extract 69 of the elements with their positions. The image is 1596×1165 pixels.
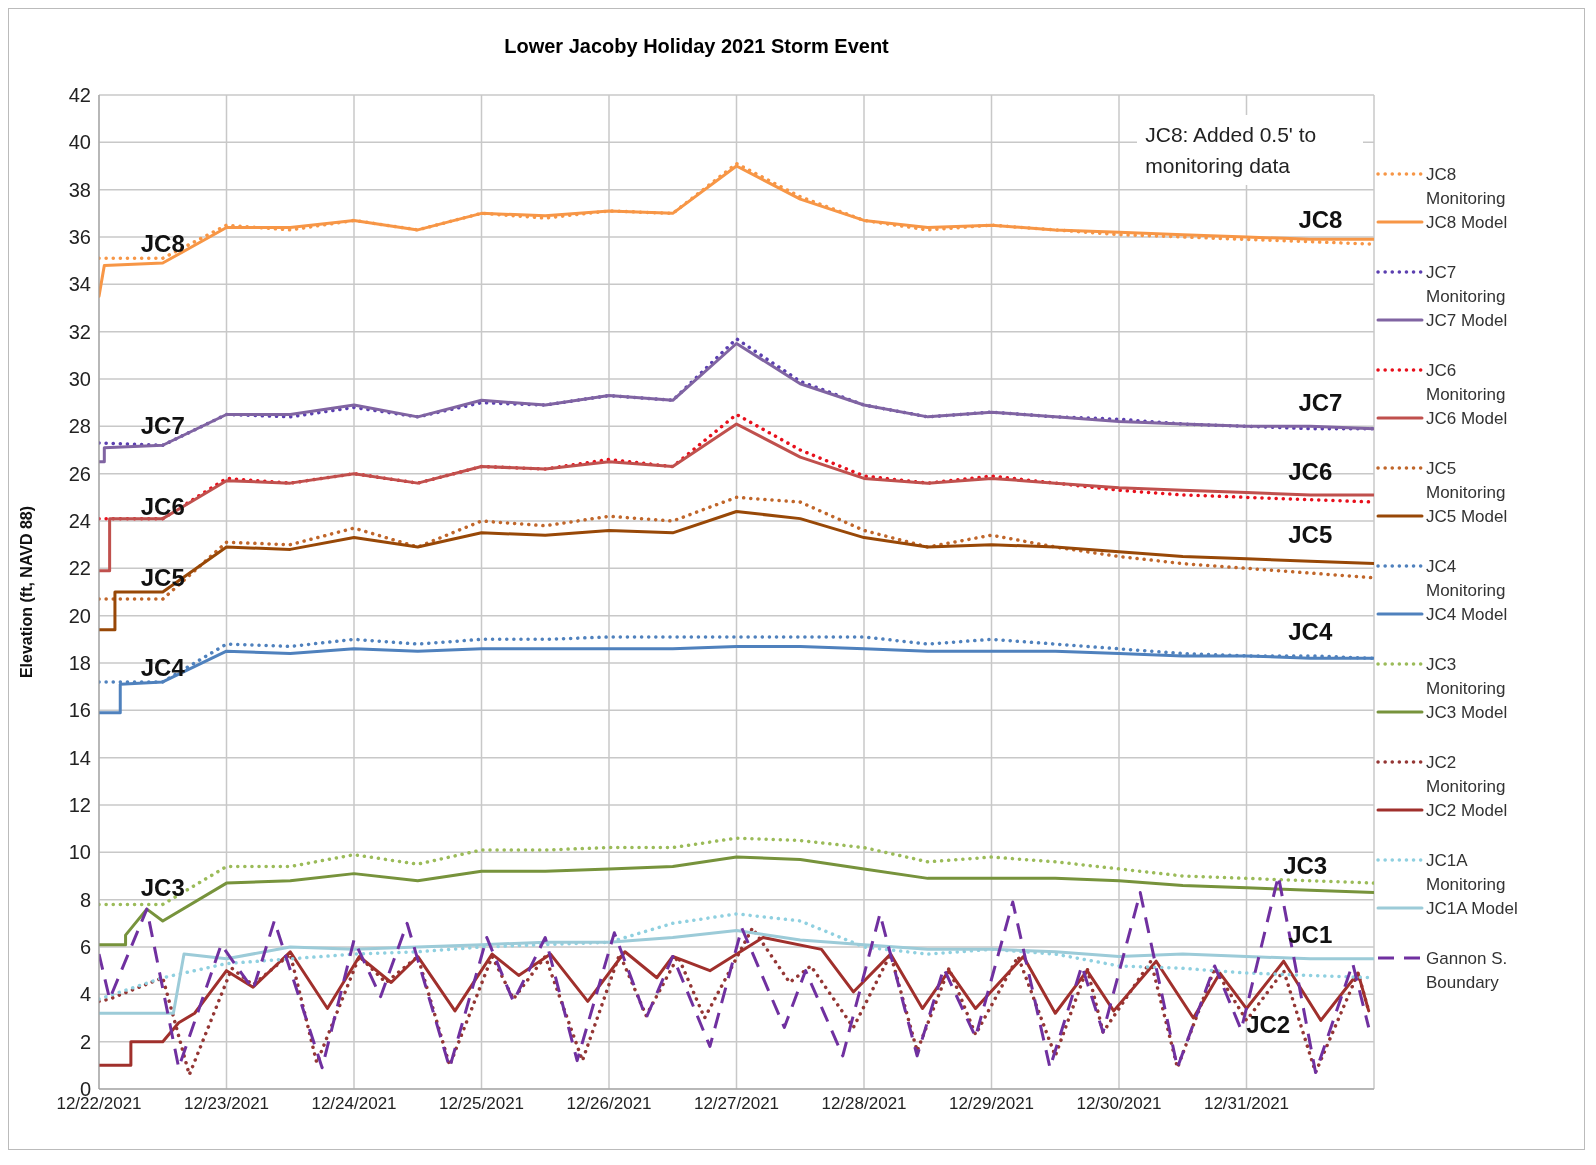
y-tick-label: 32: [68, 320, 91, 343]
annotation: JC7: [139, 412, 186, 440]
y-tick-label: 12: [68, 794, 91, 817]
line-series: [99, 342, 1374, 464]
y-tick-label: 34: [68, 273, 91, 296]
y-tick-label: 42: [68, 84, 91, 107]
legend-label: JC8 Monitoring: [1426, 164, 1507, 210]
legend-label: JC7 Monitoring: [1426, 262, 1507, 308]
annotation: JC6: [1287, 457, 1334, 486]
y-tick-label: 10: [68, 841, 91, 864]
annotation: JC6: [139, 492, 186, 521]
legend-label: JC6 Monitoring: [1426, 360, 1507, 406]
x-tick-label: 12/28/2021: [821, 1094, 907, 1114]
legend-label: JC1A Monitoring: [1426, 850, 1507, 896]
y-tick-label: 30: [68, 368, 91, 391]
annotation: JC5: [1287, 521, 1334, 550]
chart-title: Lower Jacoby Holiday 2021 Storm Event: [503, 35, 890, 58]
annotation: JC3: [1282, 852, 1329, 881]
x-tick-label: 12/23/2021: [183, 1094, 270, 1114]
annotation: JC3: [139, 874, 186, 903]
x-tick-label: 12/31/2021: [1203, 1094, 1290, 1114]
y-tick-label: 36: [68, 226, 91, 249]
line-series: [99, 928, 1374, 1015]
y-tick-label: 28: [68, 415, 91, 438]
y-tick-label: 2: [79, 1030, 91, 1053]
y-tick-label: 38: [68, 178, 91, 201]
legend-label: JC8 Model: [1426, 212, 1509, 234]
legend-label: JC7 Model: [1426, 310, 1509, 332]
legend-label: JC4 Model: [1426, 604, 1509, 626]
annotation: JC8: [1297, 206, 1344, 235]
legend-label: Gannon S. Boundary: [1426, 948, 1509, 994]
annotation: JC1: [1287, 920, 1334, 949]
x-tick-label: 12/27/2021: [693, 1094, 780, 1114]
legend-label: JC4 Monitoring: [1426, 556, 1507, 602]
y-tick-label: 24: [68, 510, 91, 533]
legend-label: JC1A Model: [1426, 898, 1519, 920]
annotation: JC2: [1245, 1011, 1292, 1040]
legend-label: JC3 Monitoring: [1426, 654, 1507, 700]
line-series: [99, 495, 1374, 601]
legend-label: JC2 Model: [1426, 800, 1509, 822]
annotation: JC4: [1287, 617, 1334, 646]
y-tick-label: 8: [79, 888, 91, 911]
legend-label: JC2 Monitoring: [1426, 752, 1507, 798]
x-tick-label: 12/24/2021: [311, 1094, 397, 1114]
annotation: JC4: [139, 653, 186, 682]
line-series: [99, 855, 1374, 947]
legend-label: JC6 Model: [1426, 408, 1509, 430]
annotation: JC8: Added 0.5' to monitoring data: [1137, 114, 1364, 185]
line-series: [99, 836, 1374, 907]
x-tick-label: 12/25/2021: [438, 1094, 525, 1114]
y-tick-label: 14: [68, 746, 91, 769]
y-tick-label: 4: [79, 983, 91, 1006]
y-tick-label: 22: [68, 557, 91, 580]
y-tick-label: 16: [68, 699, 91, 722]
annotation: JC7: [1297, 389, 1344, 418]
y-axis-title: Elevation (ft, NAVD 88): [17, 505, 35, 679]
x-tick-label: 12/29/2021: [948, 1094, 1035, 1114]
annotation: JC8: [139, 230, 186, 259]
y-tick-label: 40: [68, 131, 91, 154]
legend-label: JC5 Model: [1426, 506, 1509, 528]
x-tick-label: 12/30/2021: [1076, 1094, 1162, 1114]
legend-label: JC3 Model: [1426, 702, 1509, 724]
y-tick-label: 26: [68, 462, 91, 485]
legend-label: JC5 Monitoring: [1426, 458, 1507, 504]
y-tick-label: 6: [79, 936, 91, 959]
annotation: JC5: [139, 564, 186, 593]
y-tick-label: 20: [68, 604, 91, 627]
x-tick-label: 12/26/2021: [566, 1094, 652, 1114]
y-tick-label: 18: [68, 652, 91, 675]
